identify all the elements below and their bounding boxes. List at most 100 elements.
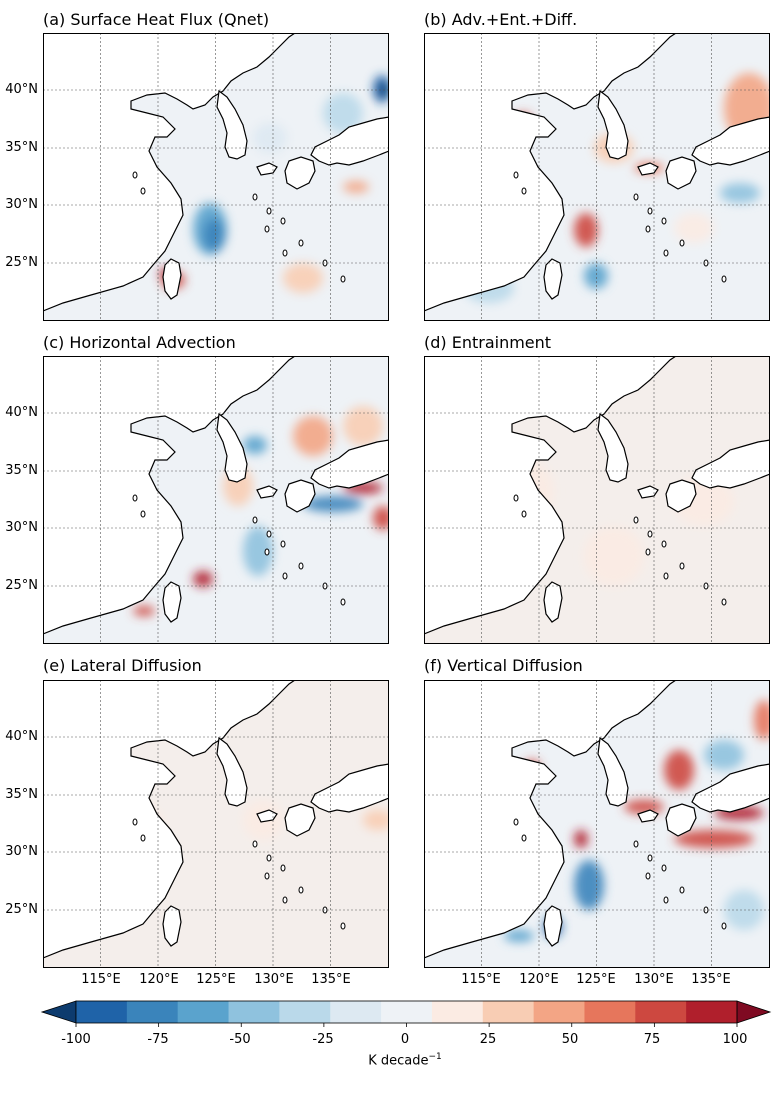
island [663, 249, 669, 257]
panel-title-e: (e) Lateral Diffusion [43, 656, 202, 675]
land-japan [637, 162, 659, 176]
anomaly-blob [574, 860, 604, 910]
island [266, 207, 272, 215]
anomaly-blob [674, 830, 754, 848]
island [298, 562, 304, 570]
land-taiwan [162, 258, 182, 300]
colorbar-tick-label: -25 [312, 1032, 334, 1047]
island [521, 510, 527, 518]
anomaly-blob [203, 218, 225, 252]
island [280, 540, 286, 548]
island [282, 249, 288, 257]
land-mainland [43, 356, 297, 635]
colorbar-swatch [330, 1001, 382, 1023]
island [679, 886, 685, 894]
colorbar-swatch [76, 1001, 128, 1023]
land-taiwan [162, 581, 182, 623]
lon-label: 125°E [196, 972, 236, 987]
anomaly-blob [243, 436, 267, 454]
island [280, 864, 286, 872]
island [340, 922, 346, 930]
island [661, 864, 667, 872]
map-frame [43, 680, 389, 968]
island [280, 217, 286, 225]
anomaly-blob [373, 506, 389, 530]
anomaly-blob [704, 740, 744, 770]
anomaly-blob [674, 213, 714, 243]
land-mainland [424, 680, 678, 959]
colorbar-swatch [686, 1001, 738, 1023]
anomaly-blob [253, 123, 287, 153]
island [721, 598, 727, 606]
island [513, 818, 519, 826]
colorbar-unit-label: K decade−1 [368, 1052, 442, 1069]
colorbar-extend-max [736, 1000, 772, 1024]
island [252, 840, 258, 848]
lat-label: 40°N [5, 82, 38, 97]
colorbar-tick-label: 100 [722, 1032, 748, 1047]
island [264, 872, 270, 880]
island [679, 562, 685, 570]
land-taiwan [162, 905, 182, 947]
land-taiwan [543, 581, 563, 623]
anomaly-blob [343, 181, 369, 193]
island [661, 217, 667, 225]
anomaly-blob [574, 213, 598, 247]
land-korea [216, 736, 248, 807]
island [140, 834, 146, 842]
island [282, 896, 288, 904]
island [282, 572, 288, 580]
island [645, 872, 651, 880]
anomaly-blob [243, 526, 273, 576]
map-panel-a [43, 33, 389, 321]
lat-label: 35°N [5, 140, 38, 155]
colorbar-swatch [431, 1001, 484, 1023]
island [633, 840, 639, 848]
island [264, 225, 270, 233]
map-panel-c [43, 356, 389, 644]
lat-label: 35°N [5, 787, 38, 802]
anomaly-blob [363, 810, 389, 830]
island [521, 187, 527, 195]
colorbar-swatch [381, 1001, 433, 1023]
land-japan [637, 809, 659, 823]
land-mainland [424, 33, 678, 312]
anomaly-blob [293, 416, 333, 456]
island [140, 187, 146, 195]
lat-label: 35°N [5, 463, 38, 478]
anomaly-blob [584, 526, 644, 586]
anomaly-blob [283, 263, 323, 293]
island [679, 239, 685, 247]
map-panel-b [424, 33, 770, 321]
map-panel-e [43, 680, 389, 968]
lon-label: 120°E [139, 972, 179, 987]
colorbar-tick-label: -50 [229, 1032, 251, 1047]
lon-label: 125°E [576, 972, 616, 987]
island [633, 516, 639, 524]
island [132, 818, 138, 826]
island [721, 275, 727, 283]
land-japan [284, 803, 316, 837]
island [298, 886, 304, 894]
colorbar-tick-label: 0 [400, 1032, 410, 1047]
land-taiwan [543, 905, 563, 947]
colorbar-tick-label: -100 [61, 1032, 91, 1047]
island [521, 834, 527, 842]
land-japan [665, 156, 697, 190]
map-frame [43, 33, 389, 321]
lat-label: 25°N [5, 902, 38, 917]
island [252, 516, 258, 524]
lat-label: 40°N [5, 729, 38, 744]
land-korea [216, 89, 248, 160]
map-frame [43, 356, 389, 644]
colorbar-swatch [279, 1001, 331, 1023]
lon-label: 120°E [519, 972, 559, 987]
land-korea [597, 89, 629, 160]
lon-label: 135°E [691, 972, 731, 987]
colorbar-tick-label: -75 [147, 1032, 169, 1047]
map-frame [424, 356, 770, 644]
island [633, 193, 639, 201]
island [513, 171, 519, 179]
anomaly-blob [133, 606, 155, 616]
panel-title-f: (f) Vertical Diffusion [424, 656, 583, 675]
